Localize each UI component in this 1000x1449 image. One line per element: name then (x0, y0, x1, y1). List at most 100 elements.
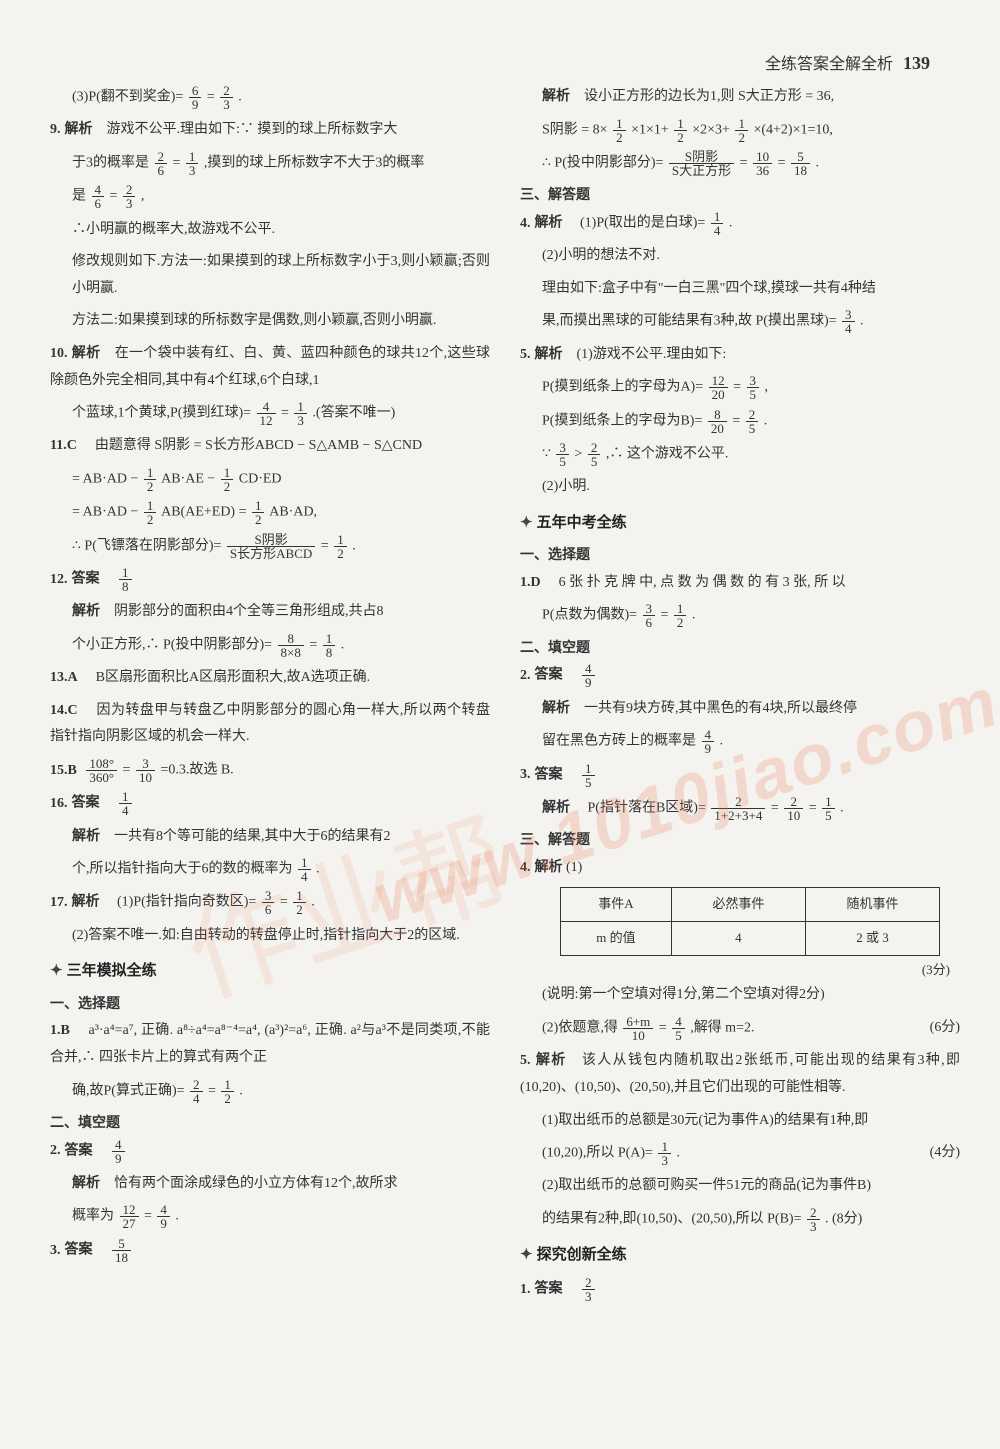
sub-fill: 二、填空题 (50, 1111, 490, 1138)
table-cell: 2 或 3 (805, 922, 939, 956)
page-number: 139 (903, 53, 930, 73)
analysis-tag: 解析 (535, 216, 563, 231)
table-cell: 事件A (561, 888, 672, 922)
q10-line: 个蓝球,1个黄球,P(摸到红球)= 412 = 13 .(答案不唯一) (50, 400, 490, 427)
s1q1: 1.B a³·a⁴=a⁷, 正确. a⁸÷a⁴=a⁸⁻⁴=a⁴, (a³)²=a… (50, 1018, 490, 1071)
r5: 5.解析 (1)游戏不公平.理由如下: (520, 342, 960, 369)
c1-line: P(点数为偶数)= 36 = 12 . (520, 602, 960, 629)
c2: 2.答案 49 (520, 662, 960, 689)
rtop: 解析 设小正方形的边长为1,则 S大正方形 = 36, (520, 84, 960, 111)
analysis-tag: 解析 (72, 1176, 100, 1191)
s1q2-line: 概率为 1227 = 49 . (50, 1203, 490, 1230)
c2-line: 留在黑色方砖上的概率是 49 . (520, 728, 960, 755)
q9: 9.解析 游戏不公平.理由如下:∵ 摸到的球上所标数字大 (50, 117, 490, 144)
answer-tag: 答案 (65, 1143, 93, 1158)
r4-line: 果,而摸出黑球的可能结果有3种,故 P(摸出黑球)= 34 . (520, 308, 960, 335)
sub-choice: 一、选择题 (50, 992, 490, 1019)
analysis-tag: 解析 (72, 346, 101, 361)
q9-line: 是 46 = 23 , (50, 183, 490, 210)
q14: 14.C 因为转盘甲与转盘乙中阴影部分的圆心角一样大,所以两个转盘指针指向阴影区… (50, 698, 490, 751)
q12-line: 个小正方形,∴ P(投中阴影部分)= 88×8 = 18 . (50, 632, 490, 659)
sub-solve: 三、解答题 (520, 828, 960, 855)
score-note: (3分) (520, 958, 960, 983)
q12-line: 解析 阴影部分的面积由4个全等三角形组成,共占8 (50, 599, 490, 626)
table-cell: m 的值 (561, 922, 672, 956)
r4-line: 理由如下:盒子中有"一白三黑"四个球,摸球一共有4种结 (520, 276, 960, 303)
q9-line: ∴小明赢的概率大,故游戏不公平. (50, 217, 490, 244)
s1q1-line: 确,故P(算式正确)= 24 = 12 . (50, 1078, 490, 1105)
c3: 3.答案 15 (520, 762, 960, 789)
sub-fill: 二、填空题 (520, 636, 960, 663)
sub-solve: 三、解答题 (520, 183, 960, 210)
analysis-tag: 解析 (535, 860, 563, 875)
c4-line: (2)依题意,得 6+m10 = 45 ,解得 m=2. (6分) (520, 1015, 960, 1042)
analysis-tag: 解析 (65, 122, 93, 137)
q17-line: (2)答案不唯一.如:自由转动的转盘停止时,指针指向大于2的区域. (50, 923, 490, 950)
c4-note: (说明:第一个空填对得1分,第二个空填对得2分) (520, 982, 960, 1009)
analysis-tag: 解析 (542, 701, 570, 716)
c2-line: 解析 一共有9块方砖,其中黑色的有4块,所以最终停 (520, 696, 960, 723)
c5-line: (10,20),所以 P(A)= 13 . (4分) (520, 1140, 960, 1167)
score-note: (4分) (930, 1140, 960, 1167)
c4: 4.解析 (1) (520, 855, 960, 882)
q8-3-prefix: (3)P(翻不到奖金)= (72, 90, 183, 105)
right-column: 解析 设小正方形的边长为1,则 S大正方形 = 36, S阴影 = 8× 12 … (520, 84, 960, 1309)
r5-line: P(摸到纸条上的字母为A)= 1220 = 35 , (520, 374, 960, 401)
q16-line: 解析 一共有8个等可能的结果,其中大于6的结果有2 (50, 824, 490, 851)
frac: 23 (220, 84, 233, 111)
table-row: m 的值 4 2 或 3 (561, 922, 940, 956)
table-cell: 4 (671, 922, 805, 956)
page-header: 全练答案全解全析 139 (0, 0, 1000, 84)
section-header-sim: 三年模拟全练 (50, 957, 490, 986)
analysis-tag: 解析 (542, 801, 570, 816)
t1: 1.答案 23 (520, 1276, 960, 1303)
r5-line: P(摸到纸条上的字母为B)= 820 = 25 . (520, 408, 960, 435)
c5-line: 的结果有2种,即(10,50)、(20,50),所以 P(B)= 23 . (8… (520, 1206, 960, 1233)
answer-tag: 答案 (72, 796, 100, 811)
section-header-zk: 五年中考全练 (520, 509, 960, 538)
analysis-tag: 解析 (72, 829, 100, 844)
q11-line: ∴ P(飞镖落在阴影部分)= S阴影S长方形ABCD = 12 . (50, 533, 490, 560)
event-table: 事件A 必然事件 随机事件 m 的值 4 2 或 3 (560, 887, 940, 955)
analysis-tag: 解析 (542, 89, 570, 104)
answer-tag: 答案 (65, 1243, 93, 1258)
content-area: (3)P(翻不到奖金)= 69 = 23 . 9.解析 游戏不公平.理由如下:∵… (0, 84, 1000, 1329)
q9-line: 修改规则如下.方法一:如果摸到的球上所标数字小于3,则小颖赢;否则小明赢. (50, 249, 490, 302)
c1: 1.D 6 张 扑 克 牌 中, 点 数 为 偶 数 的 有 3 张, 所 以 (520, 570, 960, 597)
analysis-tag: 解析 (535, 1053, 567, 1068)
s1q3: 3.答案 518 (50, 1237, 490, 1264)
r4-line: (2)小明的想法不对. (520, 243, 960, 270)
q11: 11.C 由题意得 S阴影 = S长方形ABCD − S△AMB − S△CND (50, 433, 490, 460)
r5-line: ∵ 35 > 25 ,∴ 这个游戏不公平. (520, 441, 960, 468)
left-column: (3)P(翻不到奖金)= 69 = 23 . 9.解析 游戏不公平.理由如下:∵… (50, 84, 490, 1309)
answer-tag: 答案 (535, 1282, 563, 1297)
q9-line: 于3的概率是 26 = 13 ,摸到的球上所标数字不大于3的概率 (50, 150, 490, 177)
table-cell: 必然事件 (671, 888, 805, 922)
section-header-explore: 探究创新全练 (520, 1241, 960, 1270)
q13: 13.A B区扇形面积比A区扇形面积大,故A选项正确. (50, 665, 490, 692)
analysis-tag: 解析 (72, 604, 100, 619)
r5-line: (2)小明. (520, 474, 960, 501)
answer-tag: 答案 (535, 668, 563, 683)
score-note: (6分) (930, 1015, 960, 1042)
q11-line: = AB·AD − 12 AB(AE+ED) = 12 AB·AD, (50, 499, 490, 526)
q-num: 9. (50, 122, 61, 137)
analysis-tag: 解析 (72, 895, 100, 910)
table-row: 事件A 必然事件 随机事件 (561, 888, 940, 922)
q16: 16.答案 14 (50, 790, 490, 817)
q10: 10.解析 在一个袋中装有红、白、黄、蓝四种颜色的球共12个,这些球除颜色外完全… (50, 341, 490, 394)
c5-line: (1)取出纸币的总额是30元(记为事件A)的结果有1种,即 (520, 1108, 960, 1135)
q8-3: (3)P(翻不到奖金)= 69 = 23 . (50, 84, 490, 111)
q12: 12.答案 18 (50, 566, 490, 593)
answer-tag: 答案 (72, 572, 100, 587)
header-title: 全练答案全解全析 (765, 56, 893, 73)
q9-line: 方法二:如果摸到球的所标数字是偶数,则小颖赢,否则小明赢. (50, 308, 490, 335)
q15: 15.B 108°360° = 310 =0.3.故选 B. (50, 757, 490, 784)
c5-line: (2)取出纸币的总额可购买一件51元的商品(记为事件B) (520, 1173, 960, 1200)
analysis-tag: 解析 (535, 347, 563, 362)
s1q2: 2.答案 49 (50, 1138, 490, 1165)
sub-choice: 一、选择题 (520, 543, 960, 570)
rtop-line: S阴影 = 8× 12 ×1×1+ 12 ×2×3+ 12 ×(4+2)×1=1… (520, 117, 960, 144)
c5: 5.解析 该人从钱包内随机取出2张纸币,可能出现的结果有3种,即(10,20)、… (520, 1048, 960, 1101)
q16-line: 个,所以指针指向大于6的数的概率为 14 . (50, 856, 490, 883)
